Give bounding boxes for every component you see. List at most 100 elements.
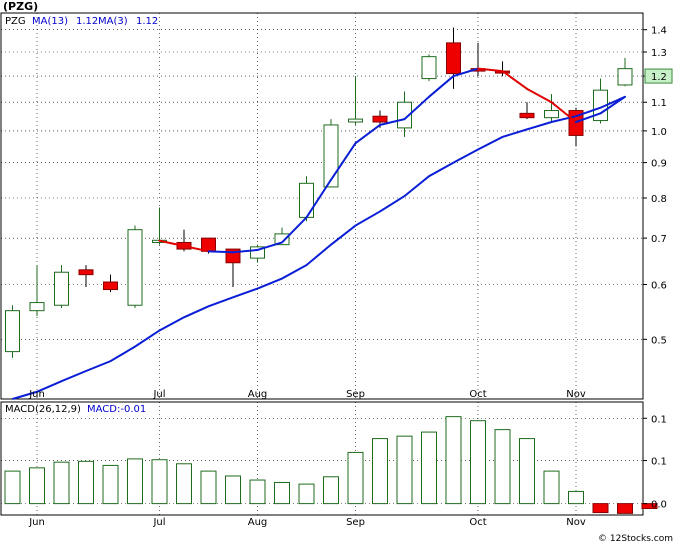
candle <box>348 76 363 125</box>
x-axis-labels: Jun Jun Jul Jul Aug Aug Sep Sep Oct Oct Nov Nov <box>28 389 586 528</box>
price-tick-label: 1.3 <box>651 48 667 59</box>
ma3-segment <box>428 75 455 98</box>
macd-bar-positive <box>421 431 437 505</box>
macd-bar-positive <box>323 476 339 505</box>
macd-bar-negative <box>592 503 609 514</box>
price-x-label: Aug <box>248 389 268 400</box>
ma3-segment <box>403 95 430 121</box>
ma3-segment <box>232 248 259 254</box>
macd-bar-positive <box>470 420 486 505</box>
macd-bars <box>4 416 658 514</box>
legend-ma13-label: MA(13) <box>32 16 68 27</box>
candle-body-up <box>5 310 20 353</box>
candle-body-up <box>54 271 69 306</box>
ma3-segment <box>281 216 308 244</box>
candle-body-down <box>446 42 461 75</box>
ma3-segment <box>183 244 210 253</box>
legend-ma3-value: 1.12 <box>136 16 158 27</box>
candle <box>397 91 412 137</box>
candle-body-up <box>421 56 437 80</box>
price-x-label: Jul <box>152 389 165 400</box>
legend-ma3-label: MA(3) <box>98 16 128 27</box>
macd-legend-value: MACD:-0.01 <box>87 404 146 415</box>
price-tick-label: 0.7 <box>651 234 667 245</box>
candle <box>29 265 45 317</box>
macd-bar-positive <box>151 459 168 505</box>
ma3-segment <box>526 87 553 104</box>
candle-body-down <box>78 269 94 276</box>
candle <box>544 94 559 123</box>
macd-x-label: Oct <box>469 517 486 528</box>
candle <box>323 119 339 188</box>
ma3-segment <box>599 95 626 115</box>
macd-legend-label: MACD(26,12,9) <box>5 404 81 415</box>
last-price-label: 1.2 <box>651 72 667 83</box>
macd-bar-negative <box>617 503 633 514</box>
macd-y-axis: 0.1 0.1 0.0 <box>643 414 667 511</box>
price-x-label: Sep <box>346 389 365 400</box>
ma3-segment <box>305 178 332 219</box>
macd-bar-positive <box>298 483 315 505</box>
ma-lines <box>12 67 626 400</box>
price-tick-label: 0.5 <box>651 335 667 346</box>
candle-body-up <box>544 110 559 119</box>
macd-bar-positive <box>4 470 21 505</box>
candle-body-up <box>127 229 143 306</box>
watermark: © 12Stocks.com <box>598 534 673 544</box>
ma3-segment <box>550 101 577 124</box>
macd-bar-positive <box>347 451 364 505</box>
macd-bar-positive <box>519 438 535 505</box>
candle <box>446 27 461 89</box>
macd-bar-positive <box>494 429 511 505</box>
price-y-axis: 1.4 1.3 1.2 1.1 1.0 0.9 0.8 0.7 0.6 0.5 <box>643 26 667 346</box>
price-x-label: Oct <box>469 389 486 400</box>
ma3-segment <box>575 112 602 124</box>
macd-x-label: Nov <box>566 517 586 528</box>
candle <box>127 225 143 308</box>
candle <box>299 176 314 222</box>
candle-body-down <box>519 112 535 119</box>
price-tick-label: 0.8 <box>651 194 667 205</box>
candle-body-up <box>323 124 339 188</box>
ma3-segment <box>330 142 357 181</box>
ma3-segment <box>354 123 381 145</box>
candle <box>421 54 437 82</box>
macd-tick-label: 0.1 <box>651 457 667 468</box>
candle-body-up <box>348 118 363 123</box>
macd-bar-negative <box>641 503 658 509</box>
macd-legend: MACD(26,12,9) MACD:-0.01 <box>5 404 146 415</box>
macd-bar-positive <box>568 490 584 505</box>
macd-x-label: Aug <box>248 517 268 528</box>
candle-body-down <box>372 115 388 123</box>
candle <box>5 305 20 358</box>
macd-bar-positive <box>78 460 94 505</box>
macd-bar-positive <box>543 470 560 505</box>
candles <box>5 27 633 358</box>
ma3-segment <box>207 250 234 254</box>
candle <box>519 102 535 120</box>
ticker-title: (PZG) <box>3 0 38 13</box>
price-x-label: Nov <box>566 389 586 400</box>
ma3-segment <box>452 67 479 78</box>
macd-tick-label: 0.0 <box>651 500 667 511</box>
candle <box>103 274 118 293</box>
macd-bar-positive <box>372 438 388 505</box>
legend-ma13-value: 1.12 <box>76 16 98 27</box>
ma3-segment <box>256 241 283 251</box>
candle <box>54 265 69 308</box>
ma13-line <box>12 95 626 400</box>
candle <box>78 265 94 288</box>
ma3-segment <box>158 239 185 247</box>
price-tick-label: 1.4 <box>651 26 667 37</box>
price-legend: PZG MA(13) 1.12 MA(3) 1.12 <box>5 16 158 27</box>
candle-body-up <box>397 101 412 129</box>
macd-bar-positive <box>200 470 217 505</box>
macd-bar-positive <box>127 458 143 505</box>
candle <box>250 244 265 263</box>
price-tick-label: 1.1 <box>651 98 667 109</box>
macd-bar-positive <box>102 464 119 505</box>
candle <box>593 78 608 124</box>
candle-body-up <box>617 68 633 86</box>
macd-x-label: Sep <box>346 517 365 528</box>
